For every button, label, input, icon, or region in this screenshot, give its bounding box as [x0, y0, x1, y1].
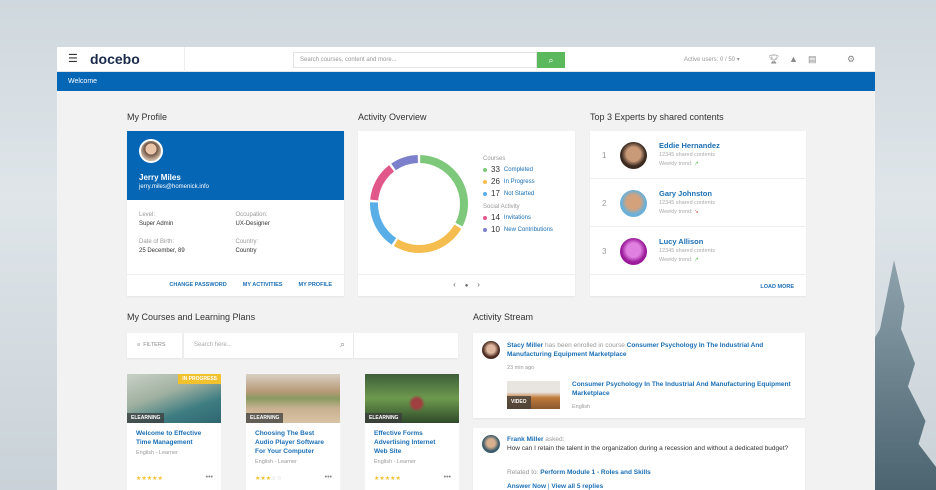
course-card[interactable]: ELEARNING Choosing The Best Audio Player…: [246, 374, 340, 490]
divider: [184, 47, 185, 72]
search-button[interactable]: ⌕: [537, 52, 565, 68]
active-users-dropdown[interactable]: Active users: 0 / 50 ▾: [684, 57, 740, 63]
media-link[interactable]: Consumer Psychology In The Industrial An…: [572, 381, 791, 397]
trend-down-icon: ↘: [694, 209, 699, 215]
user-link[interactable]: Stacy Miller: [507, 342, 544, 349]
field-level: Level: Super Admin: [139, 212, 174, 227]
global-search-input[interactable]: Search courses, content and more...: [293, 52, 537, 68]
profile-title: My Profile: [127, 112, 168, 122]
rating-stars: ★★★★★: [136, 476, 163, 482]
expert-row[interactable]: 1 Eddie Hernandez 12345 shared contents Wee…: [590, 131, 806, 179]
trend-up-icon: ↗: [694, 257, 699, 263]
avatar: [620, 190, 647, 217]
experts-title: Top 3 Experts by shared contents: [590, 112, 724, 122]
trend-up-icon: ↗: [694, 161, 699, 167]
user-link[interactable]: Frank Miller: [507, 436, 544, 443]
avatar: [482, 341, 500, 359]
donut-segment-not-started[interactable]: [370, 202, 397, 245]
more-icon: •••: [205, 474, 213, 481]
donut-segment-new-contributions[interactable]: [391, 155, 419, 171]
legend-contributions[interactable]: 10 New Contributions: [483, 225, 553, 234]
chevron-left-icon[interactable]: ‹: [453, 280, 456, 289]
expert-row[interactable]: 3 Lucy Allison 12345 shared contents Weekly…: [590, 227, 806, 275]
rating-stars: ★★★☆☆: [255, 476, 282, 482]
chat-icon[interactable]: ▤: [808, 54, 817, 64]
top-bar: ☰ docebo Search courses, content and mor…: [57, 47, 875, 72]
timestamp: 23 min ago: [507, 365, 535, 371]
app-window: ☰ docebo Search courses, content and mor…: [57, 47, 875, 490]
menu-icon[interactable]: ☰: [68, 53, 78, 65]
profile-email: jerry.miles@homenick.info: [139, 184, 209, 190]
avatar: [620, 142, 647, 169]
search-icon: ⌕: [548, 55, 554, 65]
search-icon: ⌕: [339, 339, 345, 349]
courses-title: My Courses and Learning Plans: [127, 312, 256, 322]
load-more-button[interactable]: LOAD MORE: [760, 284, 794, 290]
video-thumbnail[interactable]: VIDEO: [507, 381, 560, 409]
profile-name: Jerry Miles: [139, 173, 181, 182]
course-link[interactable]: Consumer Psychology In The Industrial An…: [507, 342, 764, 358]
chevron-right-icon[interactable]: ›: [477, 280, 480, 289]
sort-box[interactable]: [354, 333, 458, 358]
course-thumbnail: ELEARNING: [246, 374, 340, 423]
donut-segment-in-progress[interactable]: [393, 224, 462, 253]
legend-invitations[interactable]: 14 Invitations: [483, 213, 553, 222]
donut-segment-completed[interactable]: [419, 155, 468, 227]
stream-title: Activity Stream: [473, 312, 534, 322]
page-dot[interactable]: ●: [464, 283, 469, 289]
avatar: [482, 435, 500, 453]
avatar: [139, 139, 163, 163]
trophy-icon[interactable]: 🏆︎: [768, 54, 780, 64]
related-link[interactable]: Perform Module 1 - Roles and Skills: [540, 469, 651, 476]
stream-item: Stacy Miller has been enrolled in course…: [473, 333, 805, 418]
more-icon: •••: [443, 474, 451, 481]
stream-item: Frank Miller asked: How can I retain the…: [473, 428, 805, 490]
activity-card: Courses 33 Completed 26 In Progress 17 Not …: [358, 131, 575, 296]
logo[interactable]: docebo: [90, 51, 140, 67]
gear-icon[interactable]: ⚙: [847, 54, 856, 64]
donut-segment-invitations[interactable]: [370, 165, 395, 201]
social-label: Social Activity: [483, 204, 520, 210]
legend-in-progress[interactable]: 26 In Progress: [483, 177, 553, 186]
field-country: Country: Country: [235, 239, 259, 254]
carousel-nav: ‹ ● ›: [358, 274, 575, 296]
more-icon: •••: [324, 474, 332, 481]
course-card[interactable]: IN PROGRESS ELEARNING Welcome to Effectiv…: [127, 374, 221, 490]
change-password-link[interactable]: CHANGE PASSWORD: [169, 282, 227, 288]
welcome-bar: Welcome: [57, 72, 875, 91]
filters-button[interactable]: ≡ FILTERS: [127, 333, 182, 358]
my-activities-link[interactable]: MY ACTIVITIES: [242, 282, 283, 288]
course-card[interactable]: ELEARNING Effective Forms Advertising In…: [365, 374, 459, 490]
view-replies-link[interactable]: View all 5 replies: [551, 483, 604, 490]
avatar: [620, 238, 647, 265]
filter-icon: ≡: [137, 342, 141, 348]
course-search-input[interactable]: Search here... ⌕: [184, 333, 353, 358]
experts-card: 1 Eddie Hernandez 12345 shared contents Wee…: [590, 131, 806, 296]
rating-stars: ★★★★★: [374, 476, 401, 482]
legend-not-started[interactable]: 17 Not Started: [483, 189, 553, 198]
background-trees: [866, 260, 936, 490]
course-thumbnail: ELEARNING: [365, 374, 459, 423]
profile-card: Jerry Miles jerry.miles@homenick.info Le…: [127, 131, 344, 296]
question-text: How can I retain the talent in the organ…: [507, 445, 789, 452]
field-occupation: Occupation: UX-Designer: [235, 212, 270, 227]
expert-row[interactable]: 2 Gary Johnston 12345 shared contents Weekl…: [590, 179, 806, 227]
courses-label: Courses: [483, 156, 506, 162]
bell-icon[interactable]: ▲: [789, 54, 798, 64]
my-profile-link[interactable]: MY PROFILE: [298, 282, 332, 288]
field-dob: Date of Birth: 25 December, 89: [139, 239, 185, 254]
answer-now-link[interactable]: Answer Now: [507, 483, 547, 490]
course-thumbnail: IN PROGRESS ELEARNING: [127, 374, 221, 423]
activity-title: Activity Overview: [358, 112, 427, 122]
legend-completed[interactable]: 33 Completed: [483, 165, 553, 174]
status-badge: IN PROGRESS: [178, 374, 221, 384]
activity-donut: [370, 155, 468, 253]
